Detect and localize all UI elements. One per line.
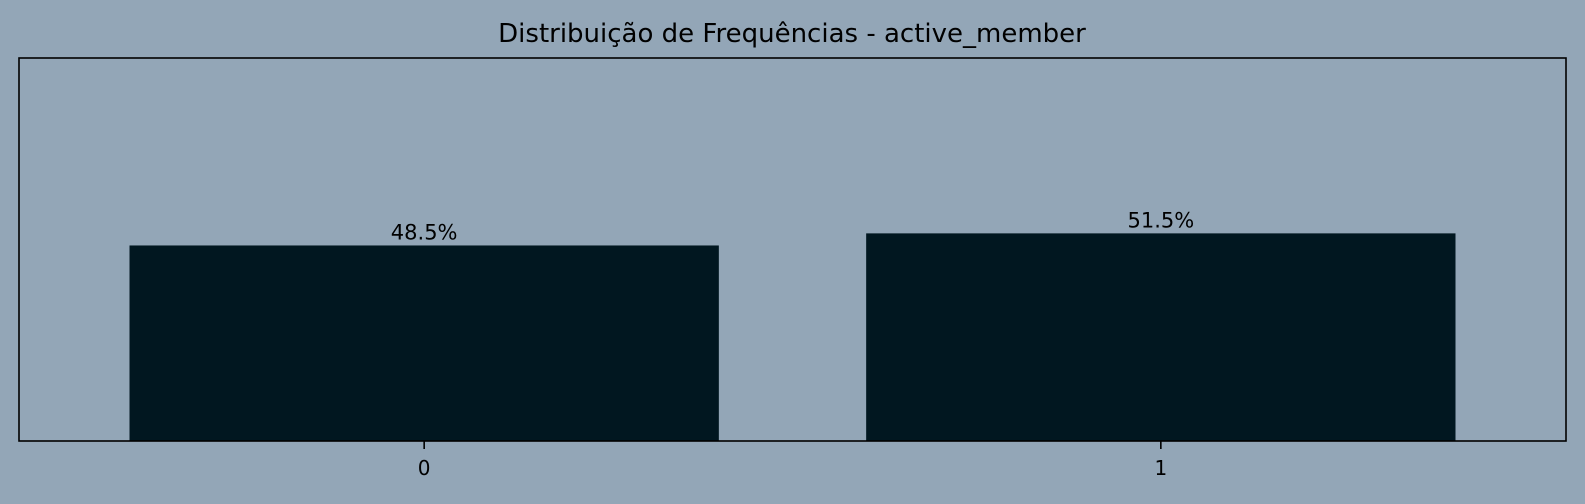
x-tick-label-0: 0: [418, 456, 431, 480]
bar-value-label-1: 51.5%: [1127, 208, 1194, 232]
bar-value-label-0: 48.5%: [391, 220, 458, 244]
chart-title: Distribuição de Frequências - active_mem…: [498, 19, 1086, 49]
bar-1: [866, 233, 1456, 441]
value-labels-layer: 48.5% 51.5%: [391, 208, 1194, 244]
x-tick-label-1: 1: [1154, 456, 1167, 480]
bar-0: [129, 245, 719, 441]
plot-frame: [18, 57, 1567, 442]
bars-layer: [129, 233, 1456, 441]
